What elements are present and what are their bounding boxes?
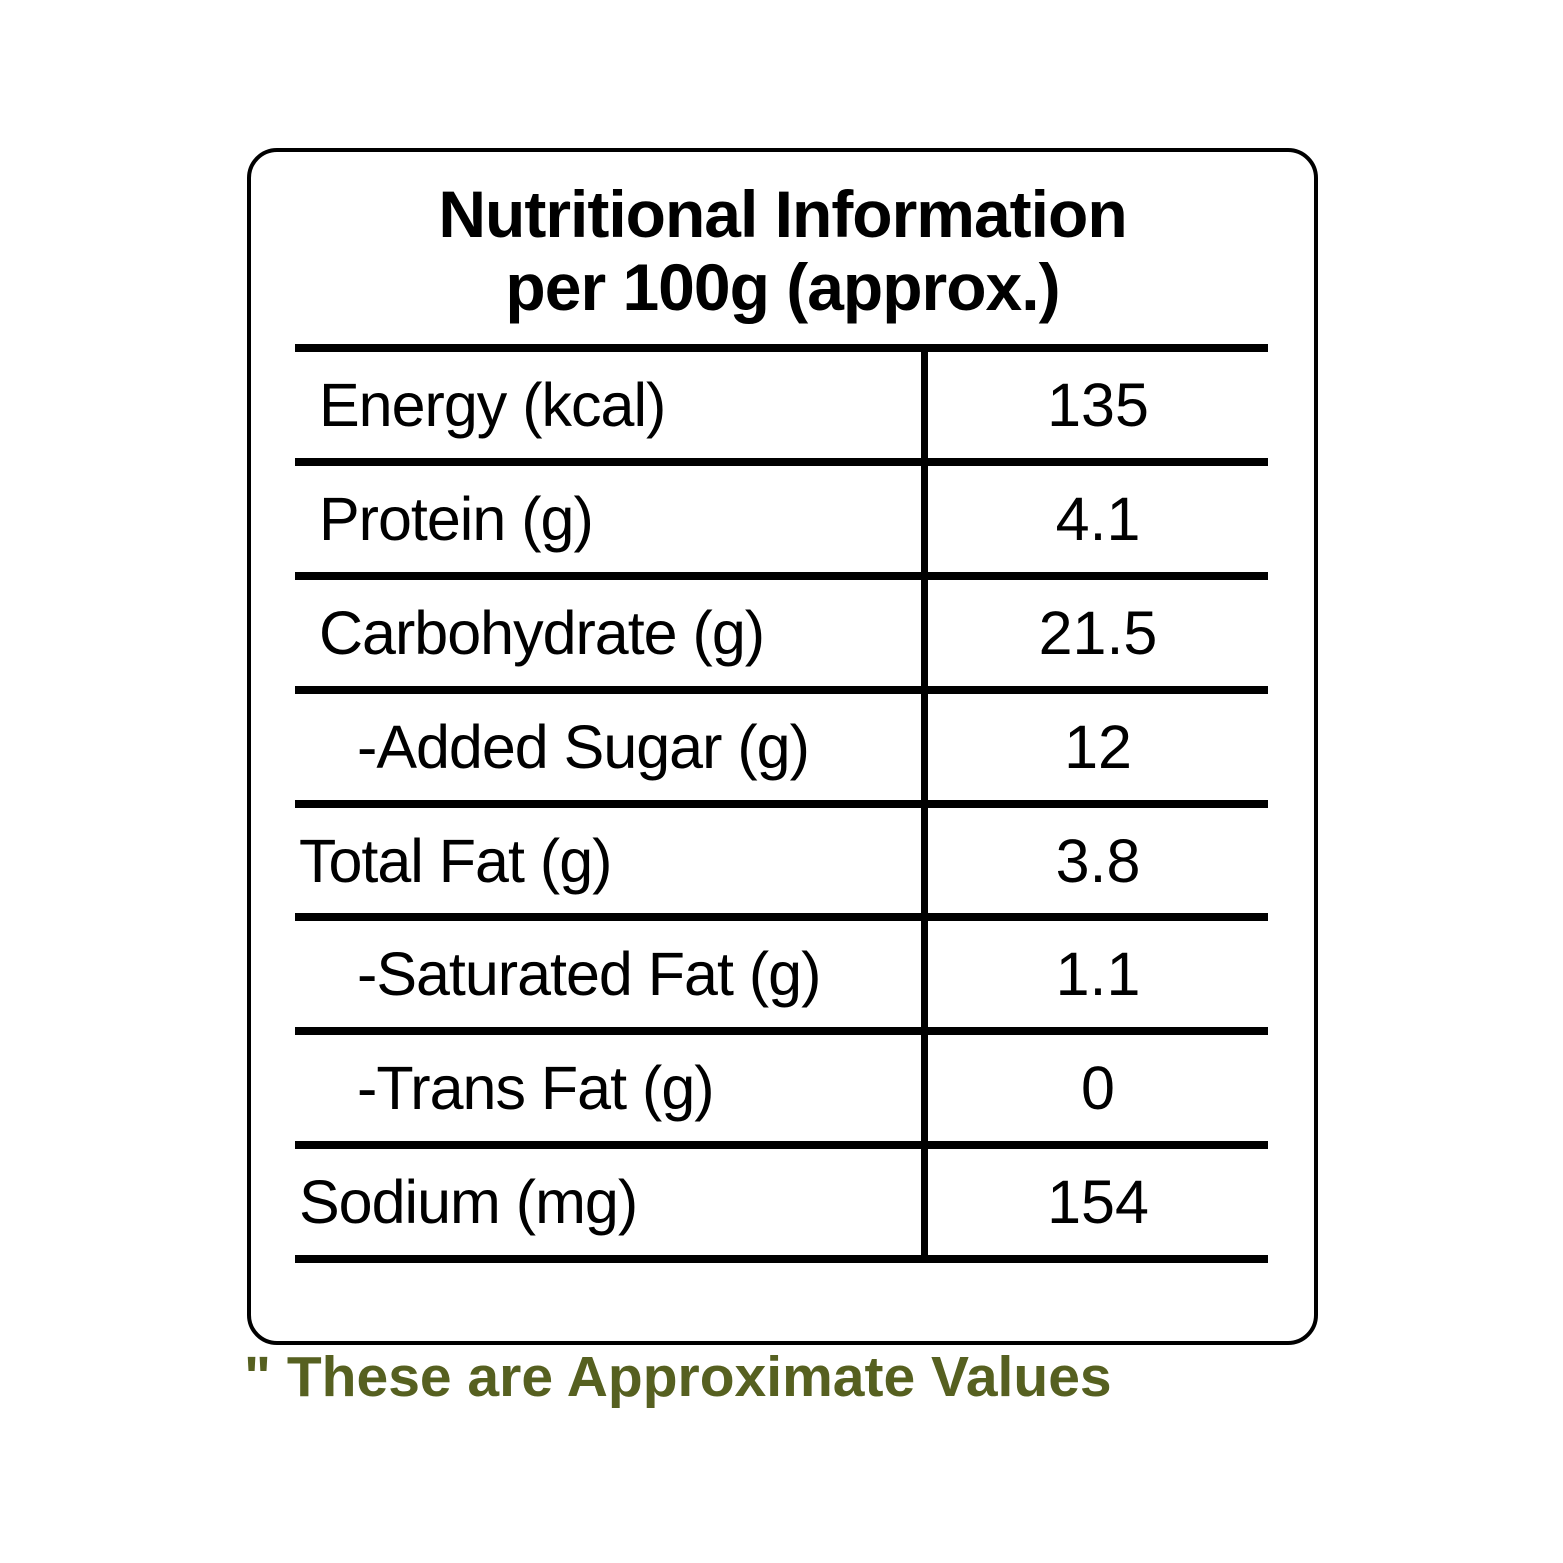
label-title: Nutritional Information per 100g (approx…	[251, 178, 1314, 323]
table-row-saturated-fat: -Saturated Fat (g) 1.1	[295, 921, 1268, 1036]
row-label: Energy (kcal)	[319, 370, 666, 439]
row-label: Protein (g)	[319, 484, 594, 553]
row-label: -Added Sugar (g)	[357, 712, 810, 781]
table-row-protein: Protein (g) 4.1	[295, 465, 1268, 580]
label-title-line2: per 100g (approx.)	[505, 249, 1060, 324]
row-label: Carbohydrate (g)	[319, 598, 765, 667]
row-value: 3.8	[921, 807, 1268, 914]
table-row-sodium: Sodium (mg) 154	[295, 1149, 1268, 1264]
row-label: Sodium (mg)	[299, 1168, 638, 1237]
nutrition-label-card: Nutritional Information per 100g (approx…	[247, 148, 1318, 1345]
row-label: -Trans Fat (g)	[357, 1054, 715, 1123]
row-value: 1.1	[921, 921, 1268, 1028]
table-row-added-sugar: -Added Sugar (g) 12	[295, 693, 1268, 808]
row-value: 0	[921, 1035, 1268, 1142]
row-value: 12	[921, 693, 1268, 800]
nutrition-table: Energy (kcal) 135 Protein (g) 4.1 Carboh…	[295, 344, 1268, 1264]
table-row-energy: Energy (kcal) 135	[295, 352, 1268, 466]
row-value: 135	[921, 352, 1268, 458]
table-row-total-fat: Total Fat (g) 3.8	[295, 807, 1268, 922]
table-row-trans-fat: -Trans Fat (g) 0	[295, 1035, 1268, 1150]
row-value: 21.5	[921, 579, 1268, 686]
row-value: 4.1	[921, 465, 1268, 572]
row-label: -Saturated Fat (g)	[357, 940, 821, 1009]
table-row-carbohydrate: Carbohydrate (g) 21.5	[295, 579, 1268, 694]
row-value: 154	[921, 1149, 1268, 1256]
row-label: Total Fat (g)	[299, 826, 612, 895]
approx-values-note: " These are Approximate Values	[244, 1345, 1112, 1409]
label-title-line1: Nutritional Information	[438, 177, 1127, 251]
